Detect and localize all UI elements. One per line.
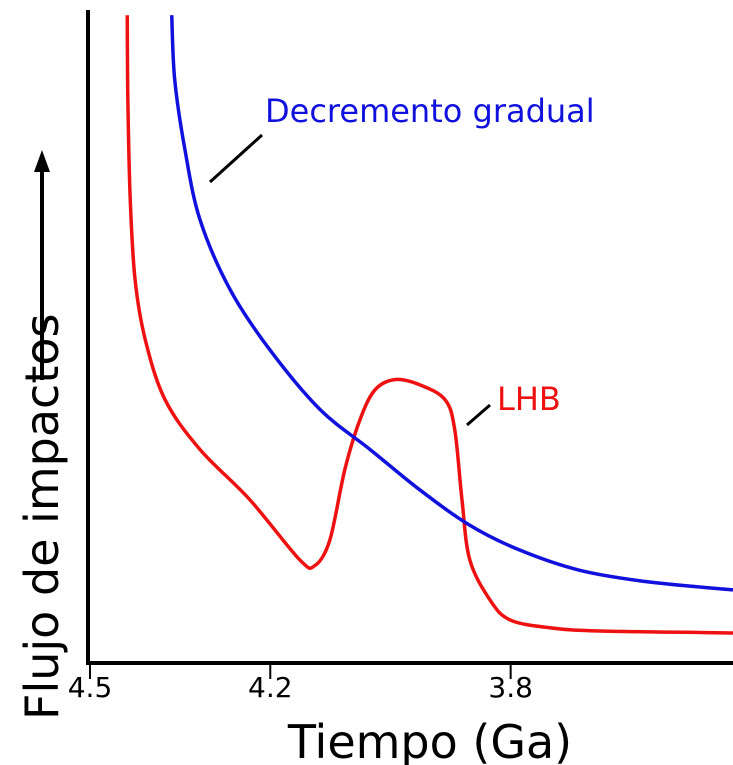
x-axis-label: Tiempo (Ga) [287,715,572,765]
x-tick-label: 4.2 [248,671,293,704]
y-axis-label: Flujo de impactos [15,314,69,720]
x-tick-label: 4.5 [68,671,113,704]
line [125,15,733,635]
y-arrow-head [34,150,50,172]
series-label: Decremento gradual [265,92,595,130]
x-tick-label: 3.8 [488,671,533,704]
leader-line [466,403,491,427]
leader-line [208,133,264,184]
line [169,15,733,592]
series-label: LHB [497,380,561,418]
